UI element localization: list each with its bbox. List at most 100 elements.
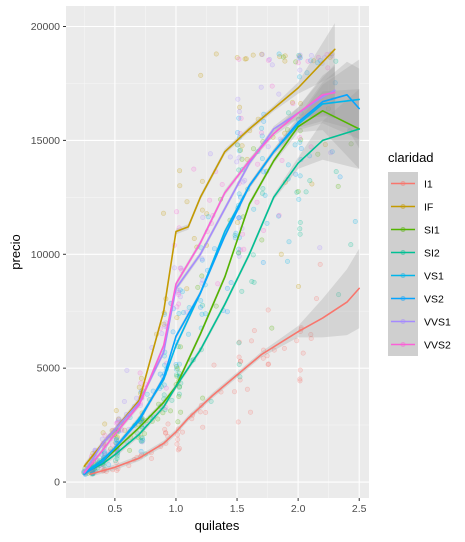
legend-key-point bbox=[400, 250, 406, 256]
data-point bbox=[109, 442, 115, 448]
data-point bbox=[235, 419, 241, 425]
data-point bbox=[265, 144, 271, 150]
data-point bbox=[260, 347, 266, 353]
data-point bbox=[184, 199, 190, 205]
data-point bbox=[317, 57, 323, 63]
data-point bbox=[163, 385, 169, 391]
data-point bbox=[101, 451, 107, 457]
data-point bbox=[305, 58, 311, 64]
series-line bbox=[83, 91, 336, 474]
data-point bbox=[333, 169, 339, 175]
data-point bbox=[332, 80, 338, 86]
data-point bbox=[309, 181, 315, 187]
data-point bbox=[211, 362, 217, 368]
data-point bbox=[264, 353, 270, 359]
data-point bbox=[163, 430, 169, 436]
data-point bbox=[244, 386, 250, 392]
data-point bbox=[260, 259, 266, 265]
data-point bbox=[262, 192, 268, 198]
confidence-band bbox=[84, 89, 360, 476]
data-point bbox=[238, 115, 244, 121]
data-point bbox=[205, 214, 211, 220]
data-point bbox=[298, 137, 304, 143]
data-point bbox=[284, 258, 290, 264]
data-point bbox=[141, 431, 147, 437]
data-point bbox=[286, 239, 292, 245]
data-point bbox=[325, 106, 331, 112]
data-point bbox=[308, 58, 314, 64]
data-point bbox=[352, 219, 358, 225]
confidence-band bbox=[84, 23, 335, 469]
data-point bbox=[140, 437, 146, 443]
data-point bbox=[237, 358, 243, 364]
data-point bbox=[174, 372, 180, 378]
data-point bbox=[254, 199, 260, 205]
data-point bbox=[315, 54, 321, 60]
data-point bbox=[174, 441, 180, 447]
data-point bbox=[175, 289, 181, 295]
legend-key-point bbox=[400, 204, 406, 210]
data-point bbox=[140, 435, 146, 441]
data-point bbox=[215, 281, 221, 287]
data-point bbox=[236, 148, 242, 154]
data-point bbox=[100, 430, 106, 436]
data-point bbox=[308, 335, 314, 341]
data-point bbox=[297, 52, 303, 58]
data-point bbox=[184, 286, 190, 292]
data-point bbox=[304, 70, 310, 76]
data-point bbox=[173, 366, 179, 372]
data-point bbox=[297, 367, 303, 373]
data-point bbox=[114, 419, 120, 425]
data-point bbox=[122, 427, 128, 433]
data-point bbox=[138, 448, 144, 454]
data-point bbox=[237, 104, 243, 110]
data-point bbox=[178, 344, 184, 350]
data-point bbox=[236, 155, 242, 161]
data-point bbox=[297, 376, 303, 382]
data-point bbox=[234, 142, 240, 148]
data-point bbox=[126, 463, 132, 469]
legend-label: I1 bbox=[424, 179, 433, 191]
data-point bbox=[250, 252, 256, 258]
data-point bbox=[174, 209, 180, 215]
data-point bbox=[176, 384, 182, 390]
data-point bbox=[236, 215, 242, 221]
data-point bbox=[271, 347, 277, 353]
data-point bbox=[113, 408, 119, 414]
data-point bbox=[199, 257, 205, 263]
data-point bbox=[235, 130, 241, 136]
data-point bbox=[177, 294, 183, 300]
legend-label: SI2 bbox=[424, 248, 440, 260]
data-point bbox=[265, 57, 271, 63]
data-point bbox=[269, 325, 275, 331]
data-point bbox=[176, 445, 182, 451]
data-point bbox=[134, 395, 140, 401]
y-axis: 0 5000 10000 15000 20000 bbox=[31, 21, 66, 489]
data-point bbox=[178, 265, 184, 271]
data-point bbox=[315, 60, 321, 66]
x-axis: 0.5 1.0 1.5 2.0 2.5 bbox=[108, 498, 367, 515]
data-point bbox=[200, 395, 206, 401]
data-point bbox=[261, 228, 267, 234]
legend-key-point bbox=[400, 341, 406, 347]
data-point bbox=[203, 409, 209, 415]
data-point bbox=[265, 361, 271, 367]
y-tick-label: 0 bbox=[54, 477, 60, 489]
legend-label: SI1 bbox=[424, 225, 440, 237]
data-point bbox=[297, 135, 303, 141]
data-point bbox=[239, 288, 245, 294]
data-point bbox=[276, 212, 282, 218]
data-point bbox=[289, 99, 295, 105]
data-point bbox=[259, 51, 265, 57]
data-point bbox=[337, 174, 343, 180]
data-point bbox=[175, 436, 181, 442]
data-point bbox=[232, 232, 238, 238]
data-point bbox=[238, 147, 244, 153]
data-point bbox=[199, 178, 205, 184]
data-point bbox=[177, 287, 183, 293]
data-point bbox=[163, 430, 169, 436]
data-point bbox=[238, 247, 244, 253]
data-point bbox=[227, 154, 233, 160]
data-point bbox=[238, 358, 244, 364]
data-point bbox=[259, 237, 265, 243]
